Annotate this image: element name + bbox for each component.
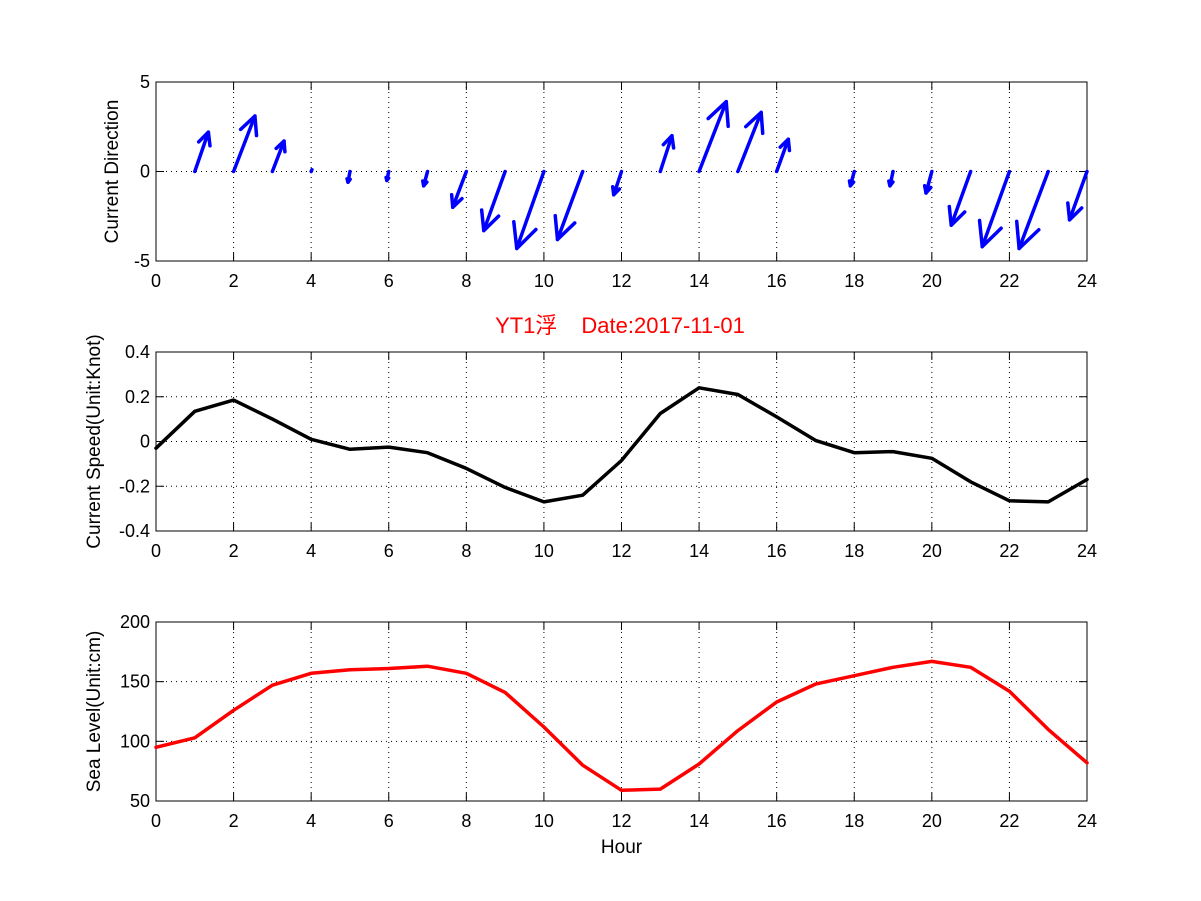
quiver-arrow xyxy=(309,167,314,174)
quiver-arrow xyxy=(449,169,469,210)
x-tick-label: 24 xyxy=(1077,271,1097,291)
y-tick-label: 0 xyxy=(140,162,150,182)
y-axis-label: Sea Level(Unit:cm) xyxy=(84,631,105,793)
x-tick-label: 18 xyxy=(844,271,864,291)
x-tick-label: 4 xyxy=(306,541,316,561)
y-tick-label: 100 xyxy=(120,731,150,751)
x-tick-label: 12 xyxy=(611,811,631,831)
x-tick-label: 16 xyxy=(767,271,787,291)
x-tick-label: 10 xyxy=(534,811,554,831)
x-tick-label: 8 xyxy=(461,811,471,831)
x-tick-label: 10 xyxy=(534,541,554,561)
x-tick-label: 0 xyxy=(151,271,161,291)
x-tick-label: 8 xyxy=(461,541,471,561)
quiver-arrow xyxy=(847,169,856,188)
x-tick-label: 18 xyxy=(844,811,864,831)
y-tick-label: -0.4 xyxy=(119,521,150,541)
quiver-arrow xyxy=(231,114,259,174)
series-line xyxy=(154,386,1089,504)
quiver-arrow xyxy=(697,99,730,174)
current-speed-line-plot: 0 2 4 6 8 10 12 14 16 18 20 22 24-0.4-0.200.20.4Curr… xyxy=(84,334,1097,561)
x-tick-label: 0 xyxy=(151,541,161,561)
quiver-arrow xyxy=(736,110,765,174)
y-tick-label: 150 xyxy=(120,672,150,692)
x-tick-label: 14 xyxy=(689,811,709,831)
quiver-arrow xyxy=(658,133,676,174)
quiver-arrow xyxy=(421,169,430,188)
x-tick-label: 22 xyxy=(999,541,1019,561)
chart-title: YT1浮 Date:2017-11-01 xyxy=(495,313,745,338)
quiver-arrow xyxy=(947,169,973,227)
quiver-arrow xyxy=(270,139,287,174)
y-tick-label: 0 xyxy=(140,432,150,452)
x-tick-label: 24 xyxy=(1077,541,1097,561)
x-tick-label: 4 xyxy=(306,811,316,831)
x-axis-label: Hour xyxy=(601,837,643,858)
x-tick-label: 24 xyxy=(1077,811,1097,831)
title-date: Date:2017-11-01 xyxy=(581,313,745,338)
quiver-arrow xyxy=(384,169,391,183)
x-tick-label: 16 xyxy=(767,811,787,831)
x-tick-label: 4 xyxy=(306,271,316,291)
y-tick-label: 50 xyxy=(130,791,150,811)
y-tick-label: -5 xyxy=(134,251,150,271)
x-tick-label: 14 xyxy=(689,271,709,291)
y-axis-label: Current Direction xyxy=(102,100,123,244)
x-tick-label: 18 xyxy=(844,541,864,561)
y-tick-label: 200 xyxy=(120,612,150,632)
x-tick-label: 10 xyxy=(534,271,554,291)
quiver-arrow xyxy=(345,169,352,184)
y-tick-label: -0.2 xyxy=(119,476,150,496)
quiver-arrow xyxy=(479,169,507,233)
x-tick-label: 0 xyxy=(151,811,161,831)
quiver-arrow xyxy=(922,169,934,195)
x-tick-label: 2 xyxy=(229,811,239,831)
x-tick-label: 20 xyxy=(922,271,942,291)
quiver-arrow xyxy=(553,169,585,242)
series-line xyxy=(154,659,1089,793)
quiver-arrow xyxy=(1066,169,1089,222)
x-tick-label: 20 xyxy=(922,811,942,831)
quiver-arrow xyxy=(977,169,1012,249)
x-tick-label: 22 xyxy=(999,811,1019,831)
y-tick-label: 0.4 xyxy=(125,342,150,362)
y-tick-label: 0.2 xyxy=(125,387,150,407)
quiver-arrow xyxy=(610,169,624,197)
quiver-arrow xyxy=(512,169,546,251)
x-tick-label: 8 xyxy=(461,271,471,291)
quiver-arrow xyxy=(774,137,792,174)
x-tick-label: 22 xyxy=(999,271,1019,291)
x-tick-label: 2 xyxy=(229,271,239,291)
quiver-arrow xyxy=(1014,169,1050,251)
x-tick-label: 16 xyxy=(767,541,787,561)
quiver-arrow xyxy=(887,169,895,188)
x-tick-label: 12 xyxy=(611,541,631,561)
x-tick-label: 6 xyxy=(384,541,394,561)
x-tick-label: 2 xyxy=(229,541,239,561)
x-tick-label: 6 xyxy=(384,271,394,291)
x-tick-label: 12 xyxy=(611,271,631,291)
y-tick-label: 5 xyxy=(140,72,150,92)
x-tick-label: 20 xyxy=(922,541,942,561)
x-tick-label: 14 xyxy=(689,541,709,561)
x-tick-label: 6 xyxy=(384,811,394,831)
quiver-arrow xyxy=(193,130,212,174)
y-axis-label: Current Speed(Unit:Knot) xyxy=(84,334,105,548)
title-station: YT1浮 xyxy=(495,313,557,338)
